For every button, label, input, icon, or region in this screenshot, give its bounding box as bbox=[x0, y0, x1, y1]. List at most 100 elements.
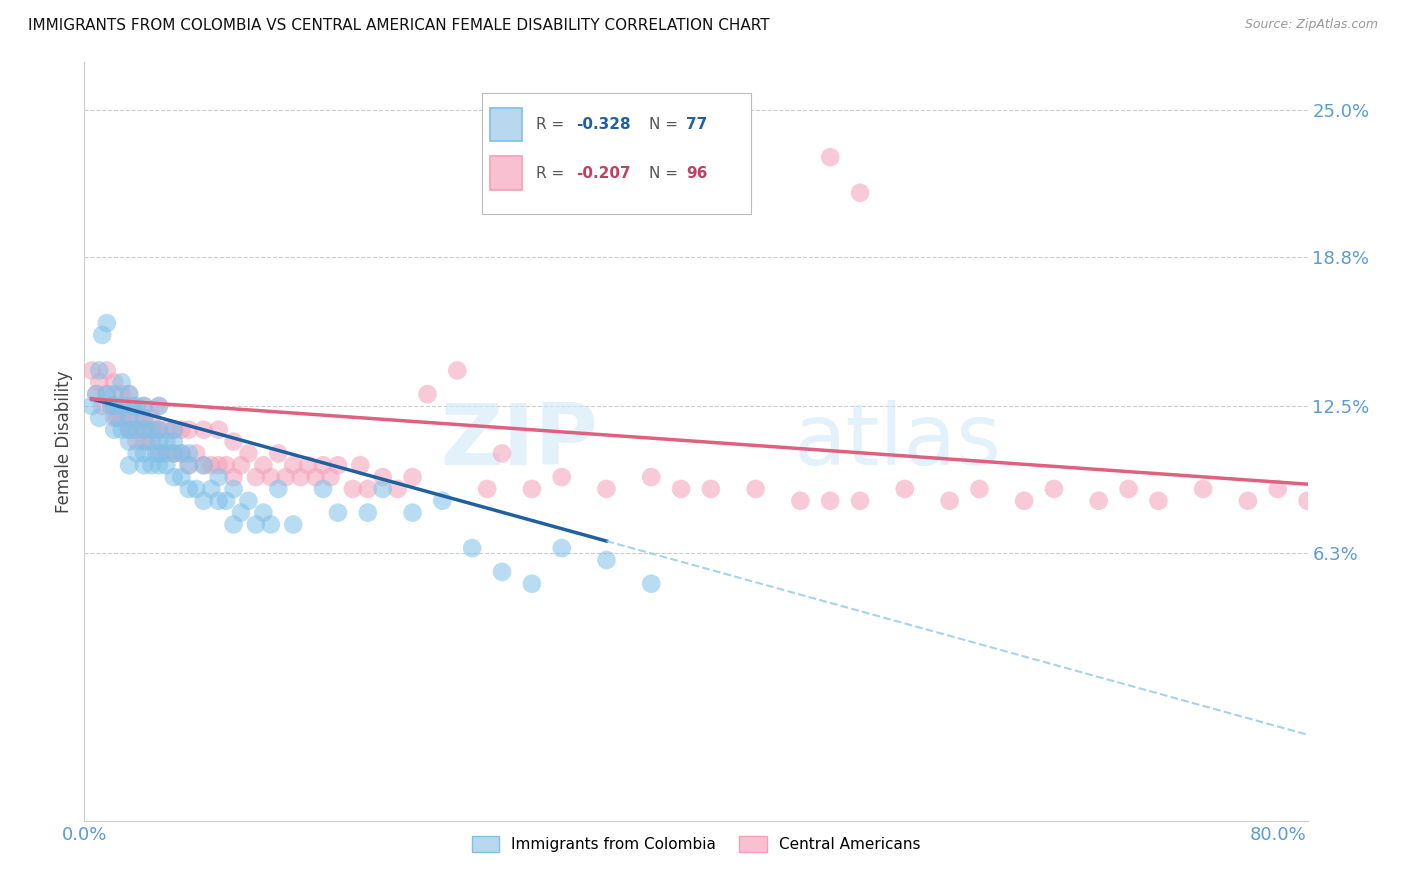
Point bbox=[849, 186, 872, 200]
Point bbox=[132, 446, 155, 460]
Point bbox=[141, 434, 163, 449]
Point bbox=[177, 458, 200, 473]
Point bbox=[193, 458, 215, 473]
Point bbox=[744, 482, 766, 496]
Point bbox=[118, 423, 141, 437]
Point bbox=[290, 470, 312, 484]
Point bbox=[229, 506, 252, 520]
Point bbox=[136, 423, 159, 437]
Point bbox=[111, 423, 134, 437]
Point bbox=[89, 376, 111, 390]
Point bbox=[121, 399, 143, 413]
Point bbox=[125, 399, 148, 413]
Point bbox=[1043, 482, 1066, 496]
Point bbox=[238, 493, 260, 508]
Point bbox=[100, 399, 122, 413]
Point bbox=[91, 327, 114, 342]
Point bbox=[319, 470, 342, 484]
Point bbox=[849, 493, 872, 508]
Point bbox=[89, 363, 111, 377]
Point bbox=[89, 410, 111, 425]
Point bbox=[357, 482, 380, 496]
Point bbox=[1237, 493, 1260, 508]
Point bbox=[326, 506, 349, 520]
Point bbox=[125, 410, 148, 425]
Point bbox=[304, 470, 326, 484]
Point bbox=[371, 482, 394, 496]
Point bbox=[371, 470, 394, 484]
Point bbox=[145, 423, 167, 437]
Point bbox=[148, 458, 170, 473]
Point bbox=[129, 423, 152, 437]
Point bbox=[595, 482, 617, 496]
Point bbox=[105, 410, 128, 425]
Point bbox=[125, 423, 148, 437]
Point bbox=[100, 399, 122, 413]
Point bbox=[312, 458, 335, 473]
Point bbox=[1147, 493, 1170, 508]
Point bbox=[1118, 482, 1140, 496]
Point bbox=[125, 446, 148, 460]
Point bbox=[252, 506, 274, 520]
Point bbox=[789, 493, 811, 508]
Point bbox=[193, 458, 215, 473]
Point bbox=[96, 316, 118, 330]
Point bbox=[155, 423, 177, 437]
Point bbox=[207, 458, 229, 473]
Point bbox=[118, 387, 141, 401]
Text: atlas: atlas bbox=[794, 400, 1002, 483]
Point bbox=[170, 446, 193, 460]
Point bbox=[136, 434, 159, 449]
Text: IMMIGRANTS FROM COLOMBIA VS CENTRAL AMERICAN FEMALE DISABILITY CORRELATION CHART: IMMIGRANTS FROM COLOMBIA VS CENTRAL AMER… bbox=[28, 18, 769, 33]
Point bbox=[186, 446, 208, 460]
Point bbox=[125, 434, 148, 449]
Point bbox=[103, 399, 125, 413]
Point bbox=[520, 482, 543, 496]
Point bbox=[105, 410, 128, 425]
Point bbox=[245, 470, 267, 484]
Point bbox=[170, 423, 193, 437]
Point bbox=[222, 434, 245, 449]
Point bbox=[193, 493, 215, 508]
Point bbox=[222, 482, 245, 496]
Point bbox=[1267, 482, 1289, 496]
Point bbox=[118, 423, 141, 437]
Point bbox=[103, 410, 125, 425]
Point bbox=[96, 387, 118, 401]
Point bbox=[416, 387, 439, 401]
Point bbox=[1087, 493, 1109, 508]
Text: Source: ZipAtlas.com: Source: ZipAtlas.com bbox=[1244, 18, 1378, 31]
Point bbox=[215, 458, 238, 473]
Y-axis label: Female Disability: Female Disability bbox=[55, 370, 73, 513]
Point bbox=[1012, 493, 1035, 508]
Point bbox=[245, 517, 267, 532]
Point bbox=[260, 470, 283, 484]
Point bbox=[132, 423, 155, 437]
Point bbox=[595, 553, 617, 567]
Point bbox=[148, 446, 170, 460]
Point bbox=[357, 506, 380, 520]
Point bbox=[163, 446, 186, 460]
Point bbox=[118, 434, 141, 449]
Point bbox=[132, 399, 155, 413]
Point bbox=[103, 376, 125, 390]
Point bbox=[238, 446, 260, 460]
Point bbox=[283, 458, 305, 473]
Text: ZIP: ZIP bbox=[440, 400, 598, 483]
Point bbox=[163, 446, 186, 460]
Legend: Immigrants from Colombia, Central Americans: Immigrants from Colombia, Central Americ… bbox=[465, 830, 927, 858]
Point bbox=[155, 446, 177, 460]
Point bbox=[222, 517, 245, 532]
Point bbox=[118, 387, 141, 401]
Point bbox=[640, 470, 662, 484]
Point bbox=[118, 458, 141, 473]
Point bbox=[387, 482, 409, 496]
Point bbox=[148, 423, 170, 437]
Point bbox=[669, 482, 692, 496]
Point bbox=[207, 470, 229, 484]
Point bbox=[96, 387, 118, 401]
Point bbox=[145, 446, 167, 460]
Point bbox=[342, 482, 364, 496]
Point bbox=[177, 446, 200, 460]
Point bbox=[274, 470, 297, 484]
